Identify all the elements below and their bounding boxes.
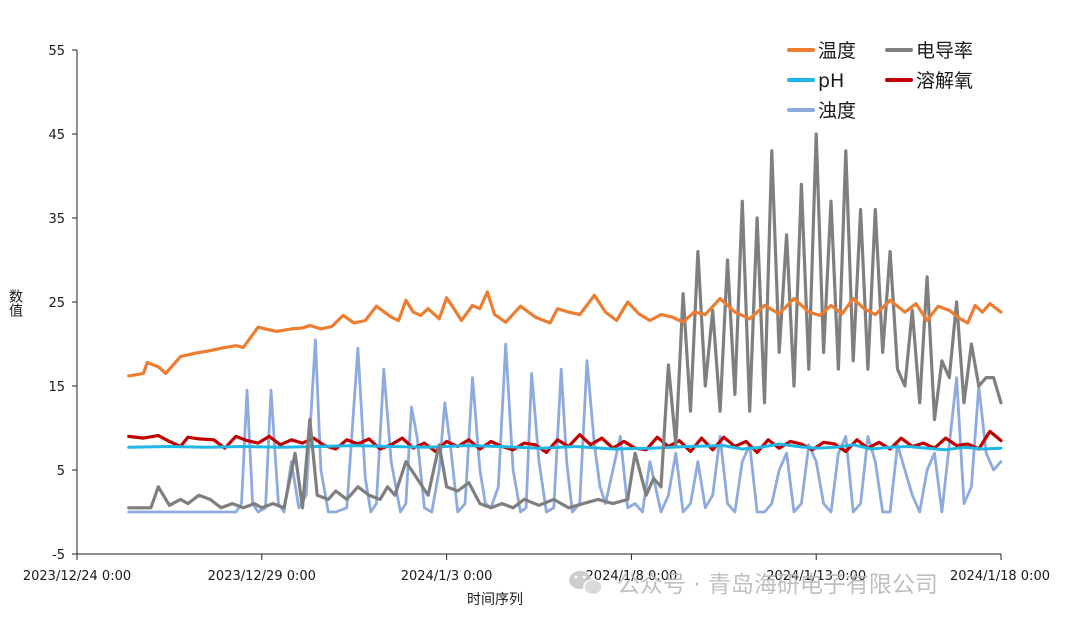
x-axis-ticks: 2023/12/24 0:00 2023/12/29 0:00 2024/1/3 0…	[23, 554, 1050, 584]
series-conductivity	[127, 132, 1003, 510]
legend-label: 浊度	[818, 100, 856, 122]
y-tick-label: 15	[48, 380, 65, 395]
legend-label: 溶解氧	[916, 70, 973, 92]
y-tick-label: 5	[57, 464, 65, 479]
x-axis-label: 时间序列	[467, 592, 523, 608]
y-axis-ticks: -5 5 15 25 35 45 55	[48, 44, 77, 563]
y-axis-label: 数值	[7, 289, 23, 317]
x-tick-label: 2024/1/18 0:00	[950, 569, 1050, 584]
x-tick-label: 2023/12/29 0:00	[208, 569, 316, 584]
series-ph	[127, 442, 1003, 452]
x-tick-label: 2024/1/13 0:00	[766, 569, 866, 584]
x-tick-label: 2024/1/8 0:00	[586, 569, 678, 584]
y-tick-label: 45	[48, 128, 65, 143]
legend-label: pH	[818, 70, 844, 92]
x-tick-label: 2024/1/3 0:00	[401, 569, 493, 584]
series-lines	[127, 132, 1003, 514]
y-tick-label: 25	[48, 296, 65, 311]
x-tick-label: 2023/12/24 0:00	[23, 569, 131, 584]
series-turbidity	[127, 338, 1003, 514]
legend-label: 温度	[818, 40, 856, 62]
legend-label: 电导率	[916, 40, 973, 62]
series-temperature	[127, 290, 1003, 378]
watermark: 公众号 · 青岛海研电子有限公司	[569, 571, 938, 598]
y-tick-label: 55	[48, 44, 65, 59]
watermark-text: 公众号 · 青岛海研电子有限公司	[617, 572, 938, 598]
wechat-icon	[569, 571, 603, 596]
y-tick-label: -5	[52, 548, 65, 563]
y-tick-label: 35	[48, 212, 65, 227]
